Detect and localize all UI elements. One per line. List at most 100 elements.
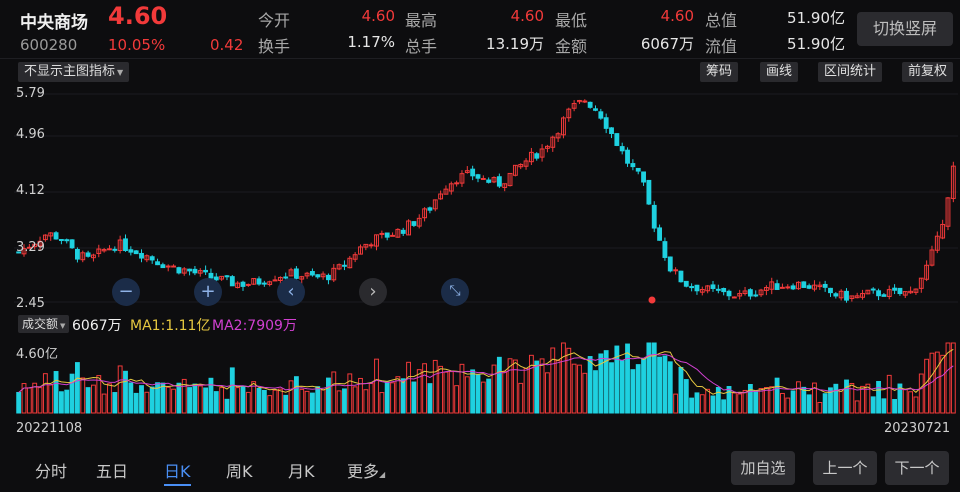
volume-bar <box>571 363 577 414</box>
volume-bar <box>801 386 807 414</box>
volume-bar <box>48 384 54 414</box>
candle <box>358 246 363 255</box>
candle <box>411 221 417 226</box>
candle <box>587 101 593 108</box>
candle <box>245 283 251 286</box>
switch-portrait-button[interactable]: 切换竖屏 <box>857 12 953 46</box>
forward-adjust-button[interactable]: 前复权 <box>902 62 954 82</box>
candle <box>630 163 636 168</box>
candle <box>870 288 876 291</box>
volume-bar <box>918 373 924 414</box>
volume-bar <box>742 389 748 414</box>
volume-bar <box>849 382 855 414</box>
volume-bar <box>812 382 817 414</box>
volume-bar <box>416 369 422 414</box>
volume-bar <box>512 359 518 414</box>
tab-five-day[interactable]: 五日 <box>96 462 129 481</box>
volume-bar <box>780 392 785 414</box>
fit-screen-button[interactable]: ⤡ <box>441 278 469 306</box>
range-stats-button[interactable]: 区间统计 <box>818 62 883 82</box>
candle <box>475 174 481 179</box>
price-grid <box>14 93 958 303</box>
volume-bar <box>721 399 727 414</box>
candle <box>288 269 294 277</box>
draw-line-button[interactable]: 画线 <box>760 62 799 82</box>
candle <box>534 153 540 159</box>
chart-toolbar: 不显示主图指标 ▼ 筹码 画线 区间统计 前复权 <box>0 58 960 84</box>
candle <box>496 176 502 187</box>
volume-bar <box>689 397 695 414</box>
quote-value-low: 4.60 <box>660 7 694 25</box>
price-tick-label: 5.79 <box>16 86 45 101</box>
volume-bar <box>181 378 187 414</box>
add-watchlist-button[interactable]: 加自选 <box>731 451 795 485</box>
candle <box>817 284 823 288</box>
volume-bar <box>112 392 118 414</box>
candle <box>918 277 924 289</box>
candle <box>721 288 727 293</box>
candles <box>16 99 956 303</box>
candle <box>406 220 411 236</box>
main-indicator-select[interactable]: 不显示主图指标 ▼ <box>18 62 130 82</box>
chips-button[interactable]: 筹码 <box>700 62 739 82</box>
volume-bar <box>251 381 257 414</box>
volume-bar <box>219 387 225 414</box>
volume-bar <box>267 395 273 414</box>
volume-bar <box>256 387 262 414</box>
tab-weekly-k[interactable]: 周K <box>226 462 253 481</box>
tab-monthly-k[interactable]: 月K <box>288 462 315 481</box>
volume-bar <box>860 385 865 414</box>
volume-chart[interactable] <box>0 335 960 415</box>
volume-bar <box>550 347 556 414</box>
candle <box>796 281 801 290</box>
volume-bar <box>235 387 241 414</box>
volume-indicator-label: 成交额 <box>22 317 59 331</box>
volume-bar <box>475 374 481 414</box>
volume-bar <box>523 367 529 414</box>
candle <box>128 249 134 253</box>
volume-bar <box>737 393 743 414</box>
candle <box>801 281 807 288</box>
scroll-right-button[interactable]: › <box>359 278 387 306</box>
candle <box>641 171 646 183</box>
quote-value-float-value: 51.90亿 <box>787 35 845 53</box>
volume-bar <box>491 364 497 414</box>
volume-indicator-select[interactable]: 成交额 ▼ <box>18 315 70 333</box>
candle <box>673 269 679 272</box>
zoom-out-button[interactable]: − <box>112 278 140 306</box>
previous-stock-button[interactable]: 上一个 <box>813 451 877 485</box>
volume-bar <box>400 378 406 414</box>
candle <box>683 280 689 287</box>
volume-bar <box>950 342 956 414</box>
candle <box>155 261 160 266</box>
candlestick-chart[interactable] <box>0 84 960 312</box>
candle <box>844 290 849 301</box>
candle <box>897 287 903 295</box>
volume-bar <box>587 356 593 414</box>
volume-bar <box>662 355 668 414</box>
tab-intraday[interactable]: 分时 <box>35 462 68 481</box>
quote-value-open: 4.60 <box>361 7 395 25</box>
candle <box>812 284 817 290</box>
volume-bar <box>155 382 160 414</box>
next-stock-button[interactable]: 下一个 <box>885 451 949 485</box>
tab-daily-k-label: 日K <box>164 462 191 481</box>
volume-bar <box>566 347 572 414</box>
volume-bar <box>160 382 166 414</box>
zoom-in-button[interactable]: + <box>194 278 222 306</box>
candle <box>550 136 556 148</box>
candle <box>614 133 620 146</box>
candle <box>256 278 262 285</box>
candle <box>304 272 310 277</box>
tab-more[interactable]: 更多◢ <box>347 458 385 482</box>
scroll-left-button[interactable]: ‹ <box>277 278 305 306</box>
tab-daily-k[interactable]: 日K <box>164 458 191 486</box>
candle <box>502 183 508 188</box>
candle <box>822 283 828 288</box>
quote-value-total-volume: 13.19万 <box>486 35 544 53</box>
quote-label-total-value: 总值 <box>705 11 738 30</box>
volume-bar <box>128 382 134 414</box>
quote-label-turnover: 换手 <box>258 37 291 56</box>
candle <box>48 232 54 237</box>
candle <box>726 290 732 297</box>
